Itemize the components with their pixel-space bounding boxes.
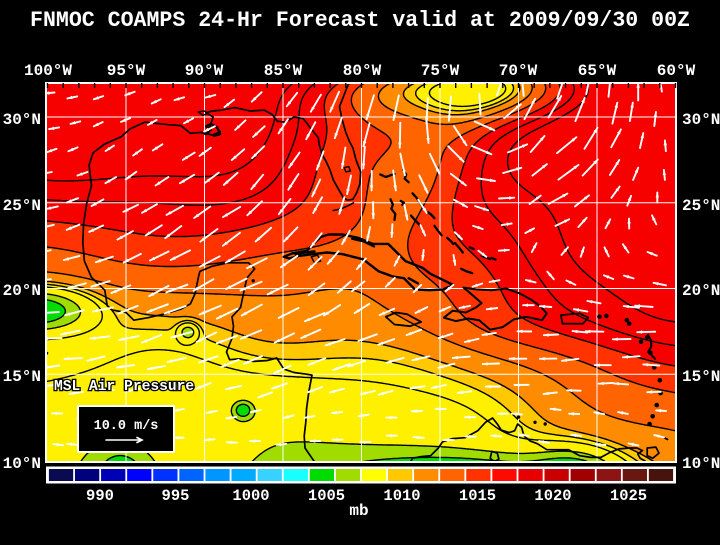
svg-text:FNMOC COAMPS 24-Hr Forecast va: FNMOC COAMPS 24-Hr Forecast valid at 200… [30, 8, 690, 33]
svg-text:85°W: 85°W [264, 62, 303, 80]
svg-text:65°W: 65°W [578, 62, 617, 80]
svg-text:10°N: 10°N [3, 455, 41, 473]
svg-text:1005: 1005 [308, 487, 345, 505]
svg-text:95°W: 95°W [107, 62, 146, 80]
svg-text:1025: 1025 [610, 487, 647, 505]
svg-text:75°W: 75°W [421, 62, 460, 80]
svg-text:1020: 1020 [534, 487, 571, 505]
svg-text:100°W: 100°W [24, 62, 72, 80]
svg-text:MSL Air Pressure: MSL Air Pressure [54, 379, 194, 395]
svg-text:30°N: 30°N [3, 111, 41, 129]
svg-text:25°N: 25°N [3, 197, 41, 215]
svg-text:1010: 1010 [383, 487, 420, 505]
svg-text:70°W: 70°W [499, 62, 538, 80]
svg-text:60°W: 60°W [657, 62, 696, 80]
svg-text:20°N: 20°N [3, 282, 41, 300]
svg-text:30°N: 30°N [682, 111, 720, 129]
svg-text:90°W: 90°W [185, 62, 224, 80]
svg-text:1015: 1015 [459, 487, 496, 505]
svg-text:15°N: 15°N [3, 368, 41, 386]
svg-text:mb: mb [349, 502, 368, 520]
svg-text:80°W: 80°W [343, 62, 382, 80]
svg-text:1000: 1000 [232, 487, 269, 505]
svg-text:25°N: 25°N [682, 197, 720, 215]
svg-text:10.0 m/s: 10.0 m/s [94, 419, 159, 434]
svg-text:15°N: 15°N [682, 368, 720, 386]
svg-text:10°N: 10°N [682, 455, 720, 473]
svg-text:20°N: 20°N [682, 282, 720, 300]
svg-text:990: 990 [86, 487, 114, 505]
svg-text:995: 995 [162, 487, 190, 505]
